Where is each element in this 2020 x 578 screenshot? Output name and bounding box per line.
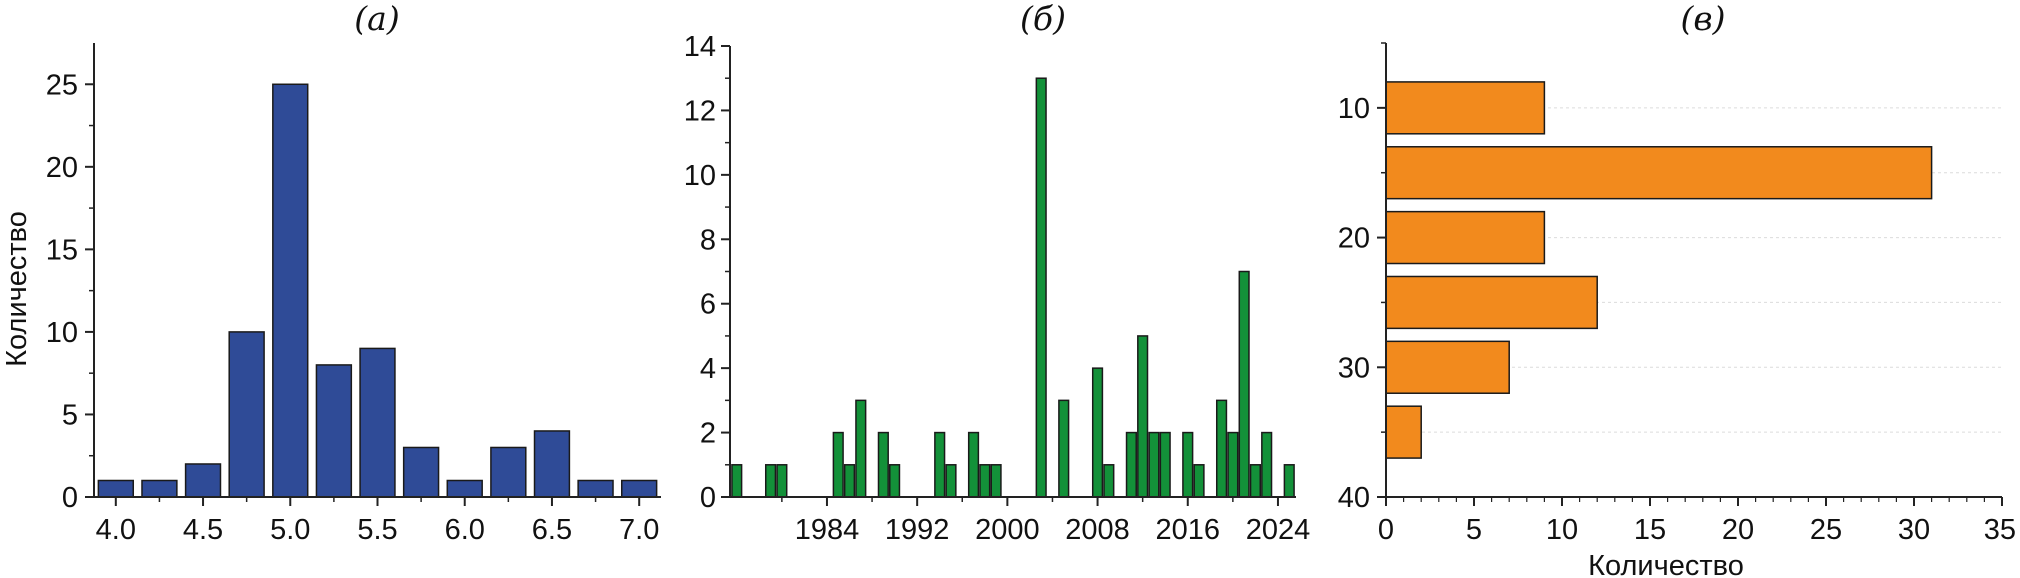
panel-b-bar — [1148, 431, 1160, 498]
panel-b-bar — [855, 399, 867, 498]
panel-b-bar — [945, 464, 957, 498]
panel-a-bar — [577, 479, 614, 498]
panel-c-bar — [1385, 210, 1546, 265]
panel-c-y-tick-label: 40 — [1338, 482, 1370, 514]
panel-a-x-tick-label: 5.5 — [357, 514, 397, 546]
panel-a-x-tick-label: 4.0 — [96, 514, 136, 546]
panel-a-x-tick-label: 6.0 — [445, 514, 485, 546]
panel-a-bar — [359, 347, 396, 498]
panel-b-y-tick-label: 14 — [684, 31, 716, 63]
panel-c-x-tick-label: 35 — [1984, 514, 2016, 546]
panel-c-x-tick-label: 25 — [1810, 514, 1842, 546]
panel-c-x-tick-label: 20 — [1722, 514, 1754, 546]
panel-c-bar — [1385, 405, 1422, 459]
panel-b-bar — [1193, 464, 1205, 498]
panel-a-bar — [490, 446, 527, 498]
panel-a-y-tick-label: 5 — [62, 399, 78, 431]
panel-b-bar — [1215, 399, 1228, 498]
panel-c-x-tick-label: 10 — [1546, 514, 1578, 546]
panel-a-y-axis-title: Количество — [1, 211, 33, 367]
panel-c-y-tick-label: 30 — [1338, 352, 1370, 384]
panel-b-bar — [1238, 270, 1250, 498]
panel-b-bar — [1058, 399, 1070, 498]
panel-b-bar — [1182, 431, 1194, 498]
panel-a-bar — [184, 463, 222, 498]
panel-b-bar — [967, 431, 980, 498]
panel-b-bar — [832, 431, 844, 498]
panel-b-bar — [843, 464, 856, 498]
panel-a-bar — [446, 479, 483, 498]
panel-c: (в) Количество 0 5 10 15 20 25 30 35 10 20 30 40 — [1338, 0, 2016, 578]
panel-a-y-tick-label: 25 — [46, 69, 78, 101]
panel-b-y-tick-label: 4 — [700, 353, 716, 385]
panel-b-y-tick-label: 10 — [684, 160, 716, 192]
panel-b-y-tick-label: 0 — [700, 482, 716, 514]
panel-c-x-tick-label: 30 — [1898, 514, 1930, 546]
panel-a-bar — [228, 331, 265, 498]
panel-c-bar — [1385, 340, 1510, 394]
panel-b-bar — [1249, 464, 1262, 498]
panel-a-y-tick-label: 20 — [46, 152, 78, 184]
panel-a-bar — [620, 479, 658, 498]
panel-a-bar — [315, 364, 353, 498]
panel-b-bar — [1137, 335, 1149, 498]
panel-c-title: (в) — [1681, 0, 1726, 38]
panel-a-bar — [402, 446, 440, 498]
panel-b-bar — [1283, 464, 1295, 498]
panel-a-title: (а) — [354, 0, 399, 38]
panel-a-y-tick-label: 0 — [62, 482, 78, 514]
panel-b-y-tick-label: 6 — [700, 289, 716, 321]
panel-c-y-tick-label: 20 — [1338, 223, 1370, 255]
panel-c-x-tick-label: 5 — [1466, 514, 1482, 546]
panel-c-x-tick-label: 0 — [1378, 514, 1394, 546]
panel-c-x-axis-title: Количество — [1588, 550, 1744, 578]
panel-b: (б) 1984 1992 2000 2008 2016 2024 0 2 4 6 8 10 12 14 — [684, 0, 1310, 546]
panel-b-x-tick-label: 1992 — [885, 514, 950, 546]
panel-b-x-tick-label: 2016 — [1156, 514, 1221, 546]
panel-b-x-tick-label: 2024 — [1246, 514, 1311, 546]
panel-c-bar — [1385, 275, 1598, 330]
panel-c-x-tick-label: 15 — [1634, 514, 1666, 546]
panel-c-y-tick-label: 10 — [1338, 93, 1370, 125]
panel-a-bar — [97, 479, 135, 498]
panel-b-x-tick-label: 1984 — [795, 514, 860, 546]
panel-b-bar — [979, 464, 991, 498]
panel-a-y-tick-label: 10 — [46, 317, 78, 349]
panel-b-bar — [1125, 431, 1137, 498]
panel-b-y-tick-label: 12 — [684, 95, 716, 127]
panel-b-bar — [1103, 464, 1115, 498]
panel-b-bar — [776, 464, 788, 498]
panel-b-y-tick-label: 2 — [700, 418, 716, 450]
panel-a-y-tick-label: 15 — [46, 234, 78, 266]
panel-a-x-tick-label: 6.5 — [532, 514, 572, 546]
panel-b-bar — [889, 464, 901, 498]
panel-b-bar — [1091, 367, 1104, 498]
panel-b-bar — [1159, 431, 1171, 498]
panel-a-bar — [272, 83, 309, 498]
panel-b-x-tick-label: 2008 — [1065, 514, 1130, 546]
panel-b-bar — [990, 464, 1002, 498]
panel-c-bar — [1385, 146, 1933, 200]
panel-b-y-tick-label: 8 — [700, 224, 716, 256]
panel-b-x-tick-label: 2000 — [975, 514, 1040, 546]
panel-b-title: (б) — [1020, 0, 1066, 38]
panel-b-bar — [1035, 77, 1047, 498]
panel-a-x-tick-label: 4.5 — [183, 514, 223, 546]
panel-b-bar — [1227, 431, 1239, 498]
panel-b-bar — [934, 431, 946, 498]
panel-a-bar — [533, 430, 571, 498]
panel-a-bar — [141, 479, 178, 498]
panel-a-x-tick-label: 5.0 — [270, 514, 310, 546]
panel-b-bar — [1261, 431, 1273, 498]
panel-c-bar — [1385, 81, 1546, 135]
panel-b-bar — [877, 431, 889, 498]
panel-a-x-tick-label: 7.0 — [619, 514, 659, 546]
panel-b-bar — [764, 464, 777, 498]
panel-a: (а) Количество 4.0 4.5 5.0 5.5 6.0 6.5 7.0 0 5 10… — [1, 0, 661, 546]
panel-b-bar — [731, 464, 743, 498]
